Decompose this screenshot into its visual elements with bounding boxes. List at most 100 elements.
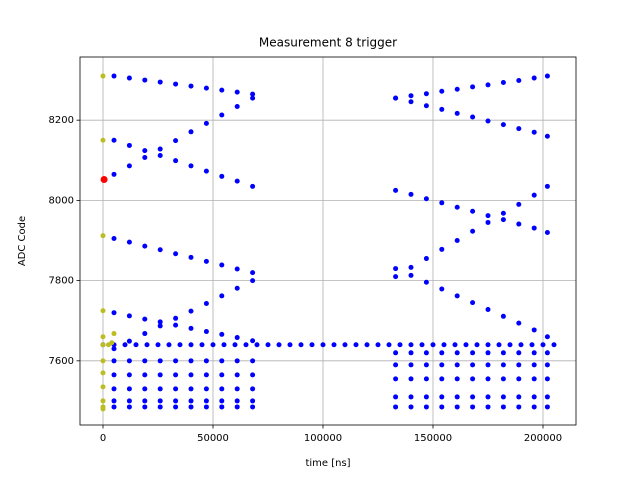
point bbox=[531, 350, 537, 356]
point bbox=[408, 342, 414, 348]
point bbox=[203, 404, 209, 410]
point bbox=[439, 246, 445, 252]
point bbox=[375, 342, 381, 348]
y-tick-label: 7600 bbox=[49, 356, 74, 367]
point bbox=[173, 322, 179, 328]
point bbox=[219, 331, 225, 337]
point bbox=[408, 272, 414, 278]
point bbox=[126, 386, 132, 392]
point bbox=[250, 183, 256, 189]
point bbox=[500, 79, 506, 85]
point bbox=[219, 398, 225, 404]
point bbox=[454, 362, 460, 368]
point bbox=[126, 398, 132, 404]
y-tick-label: 7800 bbox=[49, 276, 74, 287]
x-tick-label: 100000 bbox=[304, 433, 342, 444]
point bbox=[122, 342, 128, 348]
point bbox=[518, 342, 524, 348]
point bbox=[516, 350, 522, 356]
point bbox=[454, 350, 460, 356]
point bbox=[485, 350, 491, 356]
point bbox=[544, 334, 550, 340]
point bbox=[276, 342, 282, 348]
point bbox=[234, 398, 240, 404]
point bbox=[423, 350, 429, 356]
point bbox=[423, 196, 429, 202]
point bbox=[470, 208, 476, 214]
point bbox=[423, 404, 429, 410]
point bbox=[500, 394, 506, 400]
point bbox=[408, 404, 414, 410]
point bbox=[142, 398, 148, 404]
point bbox=[250, 358, 256, 364]
point bbox=[250, 278, 256, 284]
point bbox=[551, 342, 557, 348]
point bbox=[454, 376, 460, 382]
point bbox=[203, 329, 209, 335]
point bbox=[234, 386, 240, 392]
point bbox=[100, 308, 106, 314]
point bbox=[157, 372, 163, 378]
point bbox=[298, 342, 304, 348]
point bbox=[441, 342, 447, 348]
point bbox=[142, 316, 148, 322]
point bbox=[516, 320, 522, 326]
point bbox=[142, 358, 148, 364]
point bbox=[544, 376, 550, 382]
point bbox=[544, 394, 550, 400]
point bbox=[219, 173, 225, 179]
point bbox=[353, 342, 359, 348]
point bbox=[203, 358, 209, 364]
point bbox=[234, 266, 240, 272]
point bbox=[516, 394, 522, 400]
point bbox=[173, 358, 179, 364]
point bbox=[485, 118, 491, 124]
point bbox=[439, 394, 445, 400]
point bbox=[142, 386, 148, 392]
point bbox=[531, 327, 537, 333]
point bbox=[250, 372, 256, 378]
point bbox=[188, 308, 194, 314]
point bbox=[199, 342, 205, 348]
point bbox=[126, 142, 132, 148]
point bbox=[463, 342, 469, 348]
point bbox=[439, 350, 445, 356]
point bbox=[393, 95, 399, 101]
x-tick-label: 0 bbox=[100, 433, 106, 444]
point bbox=[393, 394, 399, 400]
point bbox=[544, 183, 550, 189]
point bbox=[470, 404, 476, 410]
point bbox=[100, 398, 106, 404]
point bbox=[203, 398, 209, 404]
point bbox=[144, 342, 150, 348]
point bbox=[100, 358, 106, 364]
point bbox=[188, 404, 194, 410]
point bbox=[470, 228, 476, 234]
point bbox=[500, 362, 506, 368]
point bbox=[157, 398, 163, 404]
point bbox=[397, 342, 403, 348]
point bbox=[100, 137, 106, 143]
point bbox=[173, 158, 179, 164]
point bbox=[454, 237, 460, 243]
point bbox=[111, 73, 117, 79]
point bbox=[531, 394, 537, 400]
point bbox=[250, 270, 256, 276]
point bbox=[188, 372, 194, 378]
point bbox=[470, 114, 476, 120]
point bbox=[423, 256, 429, 262]
point bbox=[485, 219, 491, 225]
point bbox=[126, 372, 132, 378]
point bbox=[393, 362, 399, 368]
axes-frame bbox=[79, 56, 577, 426]
point bbox=[234, 89, 240, 95]
point bbox=[126, 75, 132, 81]
point bbox=[408, 264, 414, 270]
point bbox=[100, 73, 106, 79]
point bbox=[342, 342, 348, 348]
point bbox=[393, 376, 399, 382]
point bbox=[203, 85, 209, 91]
point bbox=[516, 404, 522, 410]
